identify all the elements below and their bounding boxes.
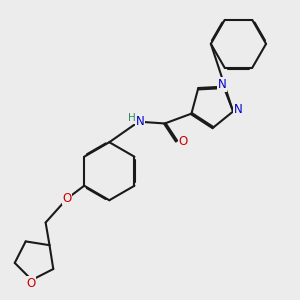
Text: O: O <box>62 192 71 205</box>
Text: O: O <box>178 135 188 148</box>
Text: H: H <box>128 113 136 123</box>
Text: O: O <box>26 277 36 290</box>
Text: N: N <box>234 103 243 116</box>
Text: N: N <box>136 115 145 128</box>
Text: N: N <box>218 78 226 91</box>
